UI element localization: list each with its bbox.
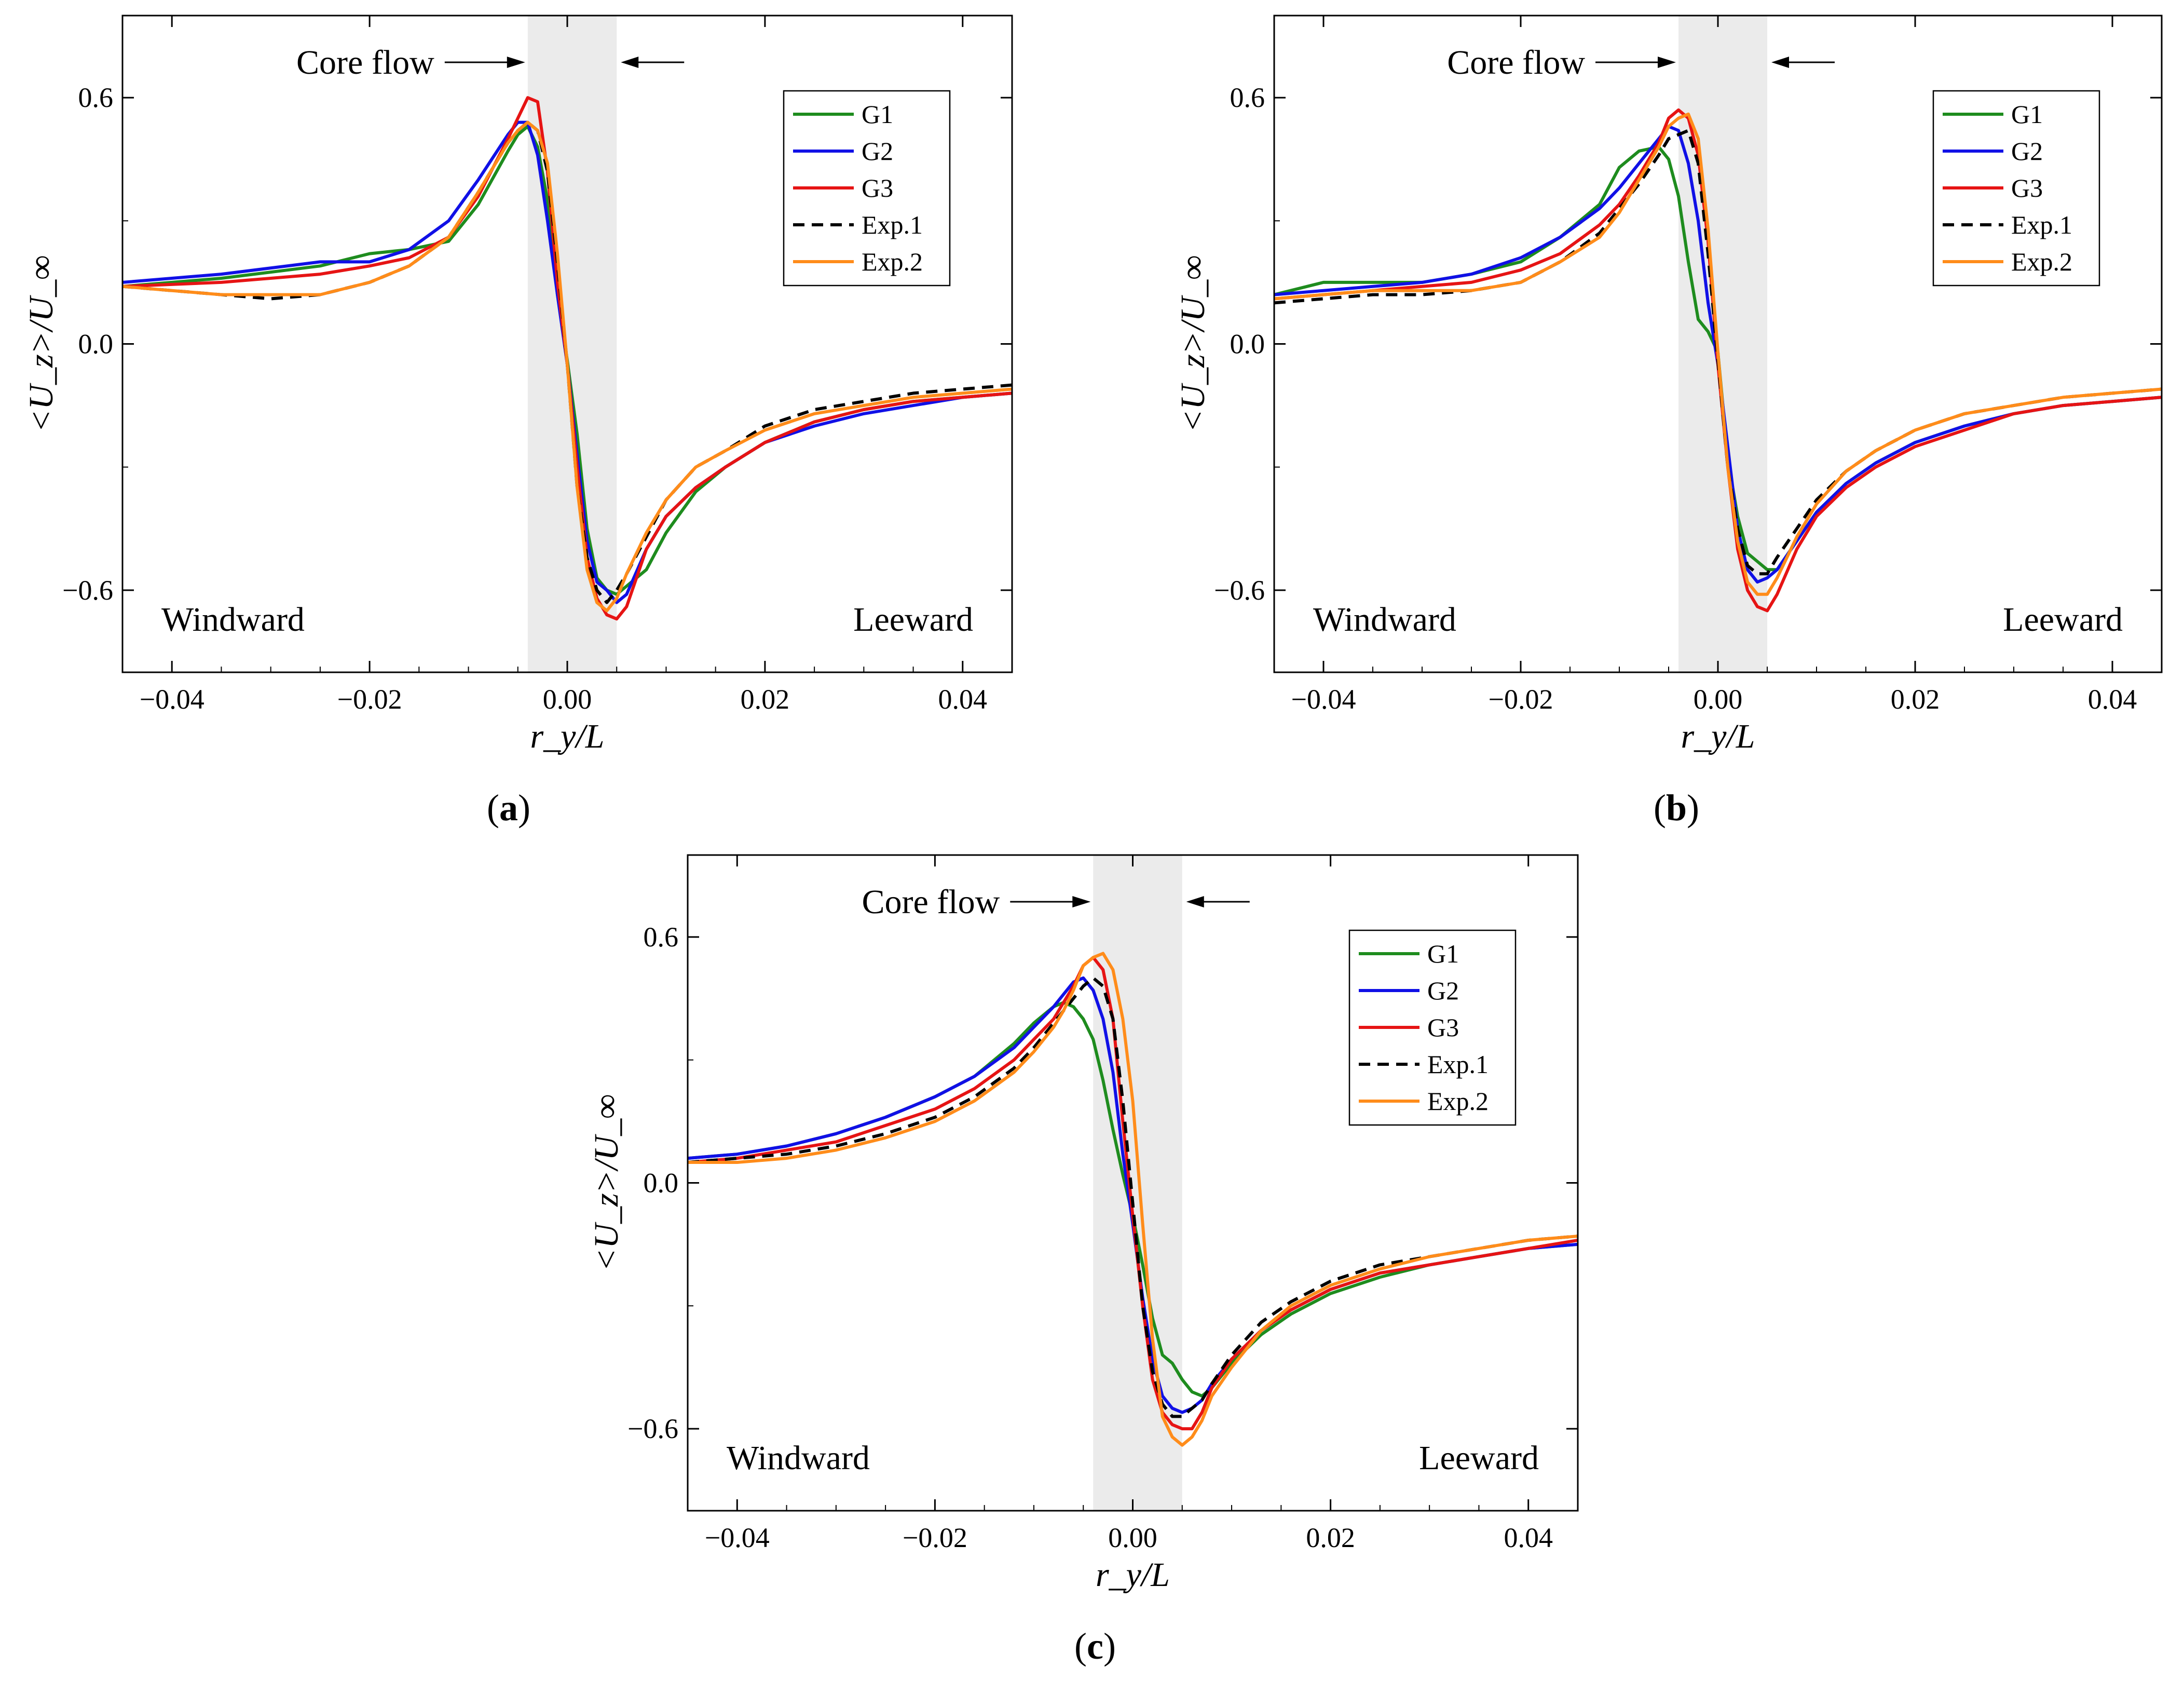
- x-tick-label: −0.04: [140, 684, 204, 715]
- panel-c: −0.04 −0.02 0.00 0.02 0.04 −0.6 0.0 0.6 r_y/L <U_…: [588, 854, 1579, 1667]
- legend-label-exp2: Exp.2: [2011, 247, 2072, 276]
- x-tick-label: 0.00: [1108, 1522, 1157, 1553]
- leeward-label: Leeward: [2003, 601, 2123, 639]
- x-tick-label: 0.02: [1891, 684, 1940, 715]
- legend-label-g1: G1: [2011, 100, 2043, 129]
- y-tick-label: −0.6: [1214, 575, 1265, 606]
- core-arrow-right-head: [1186, 896, 1204, 907]
- core-arrow-left-head: [1072, 896, 1091, 907]
- x-tick-label: 0.04: [2088, 684, 2137, 715]
- x-tick-label: 0.04: [1504, 1522, 1553, 1553]
- series-line-exp2: [688, 952, 1578, 1447]
- legend-label-g1: G1: [862, 100, 893, 129]
- y-tick-label: −0.6: [627, 1413, 678, 1444]
- x-tick-label: −0.02: [337, 684, 402, 715]
- y-tick-label: 0.6: [78, 82, 114, 113]
- legend-label-g2: G2: [2011, 137, 2043, 166]
- y-tick-label: 0.6: [644, 921, 679, 953]
- series-group: [688, 952, 1578, 1447]
- x-tick-label: 0.00: [1694, 684, 1743, 715]
- x-axis-label: r_y/L: [1096, 1556, 1170, 1594]
- x-tick-label: 0.00: [543, 684, 592, 715]
- x-tick-label: −0.02: [1489, 684, 1553, 715]
- core-flow-label: Core flow: [296, 44, 434, 82]
- x-tick-label: 0.02: [741, 684, 790, 715]
- panel-caption: (a): [487, 787, 530, 829]
- x-axis-label: r_y/L: [530, 717, 604, 755]
- legend-label-exp2: Exp.2: [1427, 1087, 1489, 1116]
- panel-caption: (b): [1654, 787, 1699, 829]
- legend-label-exp1: Exp.1: [1427, 1050, 1489, 1079]
- y-axis-label: <U_z>/U_∞: [1174, 255, 1212, 432]
- panel-caption-letter: b: [1666, 787, 1687, 829]
- panel-caption: (c): [1074, 1625, 1116, 1667]
- y-tick-label: −0.6: [62, 575, 113, 606]
- legend-label-g2: G2: [1427, 976, 1459, 1005]
- legend-label-exp2: Exp.2: [862, 247, 923, 276]
- legend-label-exp1: Exp.1: [2011, 210, 2072, 239]
- y-tick-label: 0.0: [644, 1168, 679, 1199]
- series-line-exp2: [122, 120, 1012, 613]
- panel-a: −0.04 −0.02 0.00 0.02 0.04 −0.6 0.0 0.6 r_y/L <U_…: [22, 15, 1013, 829]
- series-line-exp1: [688, 976, 1578, 1418]
- core-flow-band: [1093, 855, 1182, 1511]
- x-tick-label: 0.04: [938, 684, 988, 715]
- x-axis-label: r_y/L: [1681, 717, 1755, 755]
- core-flow-label: Core flow: [1447, 44, 1585, 82]
- x-tick-label: −0.02: [903, 1522, 967, 1553]
- core-flow-band: [1678, 16, 1767, 672]
- y-tick-label: 0.6: [1230, 82, 1265, 113]
- leeward-label: Leeward: [1419, 1439, 1539, 1477]
- legend-label-g3: G3: [2011, 173, 2043, 202]
- windward-label: Windward: [727, 1439, 870, 1477]
- legend-label-g3: G3: [1427, 1013, 1459, 1042]
- legend-label-exp1: Exp.1: [862, 210, 923, 239]
- core-arrow-left-head: [1658, 57, 1676, 68]
- series-line-exp2: [1274, 112, 2162, 596]
- leeward-label: Leeward: [853, 601, 973, 639]
- series-group: [1274, 108, 2162, 613]
- legend-label-g3: G3: [862, 173, 893, 202]
- x-tick-label: 0.02: [1306, 1522, 1355, 1553]
- panel-caption-letter: c: [1087, 1625, 1103, 1667]
- panel-caption-letter: a: [499, 787, 518, 829]
- y-axis-label: <U_z>/U_∞: [588, 1094, 625, 1271]
- core-flow-band: [527, 16, 617, 672]
- core-flow-label: Core flow: [862, 883, 1000, 921]
- core-arrow-right-head: [621, 57, 639, 68]
- core-arrow-right-head: [1771, 57, 1789, 68]
- x-tick-label: −0.04: [1291, 684, 1356, 715]
- windward-label: Windward: [1313, 601, 1456, 639]
- x-tick-label: −0.04: [705, 1522, 770, 1553]
- windward-label: Windward: [161, 601, 305, 639]
- series-group: [122, 96, 1012, 621]
- y-tick-label: 0.0: [78, 329, 114, 360]
- core-arrow-left-head: [507, 57, 525, 68]
- y-tick-label: 0.0: [1230, 329, 1265, 360]
- y-axis-label: <U_z>/U_∞: [22, 255, 60, 432]
- legend-label-g2: G2: [862, 137, 893, 166]
- panel-b: −0.04 −0.02 0.00 0.02 0.04 −0.6 0.0 0.6 r_y/L <U_…: [1174, 15, 2163, 829]
- legend-label-g1: G1: [1427, 939, 1459, 968]
